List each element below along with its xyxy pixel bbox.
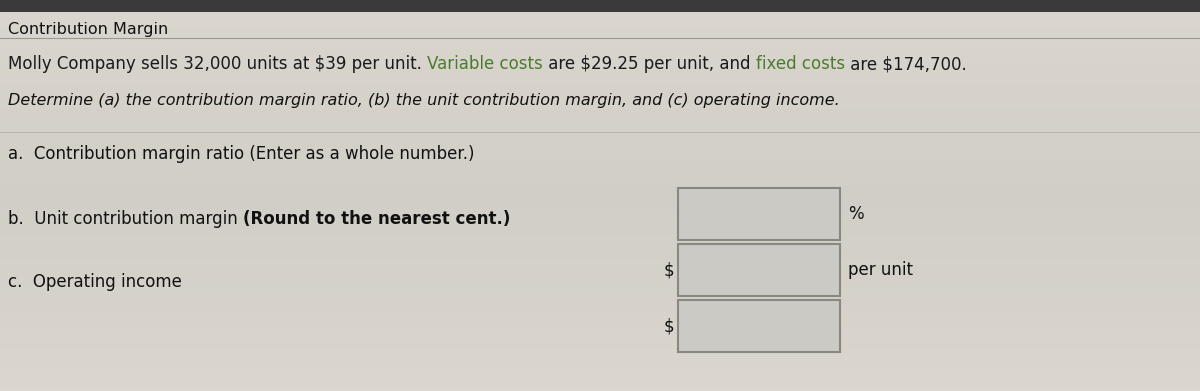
- Text: are $29.25 per unit, and: are $29.25 per unit, and: [542, 55, 756, 73]
- Text: Determine (a) the contribution margin ratio, (b) the unit contribution margin, a: Determine (a) the contribution margin ra…: [8, 93, 840, 108]
- Bar: [678, 300, 840, 352]
- Bar: [0, 0, 1200, 12]
- Text: are $174,700.: are $174,700.: [845, 55, 966, 73]
- Text: Molly Company sells 32,000 units at $39 per unit.: Molly Company sells 32,000 units at $39 …: [8, 55, 427, 73]
- Text: Contribution Margin: Contribution Margin: [8, 22, 168, 37]
- Text: b.  Unit contribution margin: b. Unit contribution margin: [8, 210, 242, 228]
- Text: per unit: per unit: [848, 261, 913, 279]
- Text: $: $: [664, 261, 674, 279]
- Text: $: $: [664, 317, 674, 335]
- Bar: [678, 244, 840, 296]
- Text: Variable costs: Variable costs: [427, 55, 542, 73]
- Bar: [678, 188, 840, 240]
- Text: fixed costs: fixed costs: [756, 55, 845, 73]
- Text: %: %: [848, 205, 864, 223]
- Text: (Round to the nearest cent.): (Round to the nearest cent.): [242, 210, 510, 228]
- Text: b.  Unit contribution margin: b. Unit contribution margin: [8, 210, 242, 228]
- Text: c.  Operating income: c. Operating income: [8, 273, 182, 291]
- Text: a.  Contribution margin ratio (Enter as a whole number.): a. Contribution margin ratio (Enter as a…: [8, 145, 474, 163]
